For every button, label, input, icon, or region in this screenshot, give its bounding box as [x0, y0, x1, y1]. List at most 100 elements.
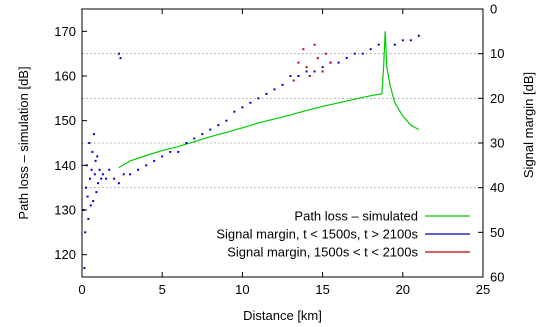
signal-margin-point [89, 177, 91, 180]
y-axis-right-label: Signal margin [dB] [521, 72, 536, 178]
y-right-tick-label: 20 [490, 91, 504, 106]
x-axis-label: Distance [km] [243, 308, 322, 323]
signal-margin-point [84, 231, 87, 234]
x-tick-label: 5 [159, 282, 166, 297]
signal-margin-window-point [313, 43, 316, 46]
signal-margin-point [122, 173, 125, 176]
signal-margin-point [93, 133, 95, 136]
signal-margin-point [96, 155, 99, 158]
signal-margin-point [93, 173, 96, 176]
signal-margin-point [393, 43, 396, 46]
series-line-path-loss [118, 31, 420, 169]
signal-margin-point [98, 168, 101, 171]
y-right-tick-label: 30 [490, 136, 504, 151]
grid-lines [82, 53, 483, 189]
signal-margin-point [361, 52, 364, 55]
signal-margin-window-point [329, 61, 332, 64]
signal-margin-window-point [308, 75, 311, 77]
signal-margin-point [193, 137, 196, 140]
signal-margin-point [86, 195, 89, 198]
y-axis-left-label: Path loss – simulation [dB] [16, 66, 31, 219]
signal-margin-point [113, 177, 116, 180]
signal-margin-point [233, 110, 236, 113]
signal-margin-point [169, 150, 172, 153]
signal-margin-point [117, 52, 120, 55]
signal-margin-point [321, 66, 324, 69]
x-tick-label: 25 [476, 282, 490, 297]
signal-margin-point [369, 48, 372, 51]
signal-margin-point [137, 168, 140, 171]
signal-margin-point [265, 92, 268, 95]
legend: Path loss – simulated Signal margin, t <… [216, 202, 478, 262]
signal-margin-point [281, 83, 284, 86]
signal-margin-point [289, 75, 292, 77]
signal-margin-point [88, 142, 91, 144]
y-left-tick-label: 130 [54, 203, 76, 218]
y-right-tick-label: 10 [490, 46, 504, 61]
signal-margin-point [97, 182, 99, 185]
y-left-tick-label: 140 [54, 158, 76, 173]
signal-margin-point [119, 57, 122, 60]
legend-label-signal-margin-window: Signal margin, 1500s < t < 2100s [227, 245, 418, 260]
signal-margin-point [185, 142, 188, 144]
signal-margin-point [105, 177, 108, 180]
signal-margin-point [177, 150, 180, 153]
signal-margin-point [337, 61, 340, 64]
signal-margin-point [417, 34, 420, 37]
y-right-tick-label: 60 [490, 270, 504, 285]
signal-margin-point [241, 106, 244, 109]
y-right-tick-label: 0 [490, 2, 497, 17]
signal-margin-point [101, 173, 104, 176]
signal-margin-point [249, 101, 252, 104]
x-tick-label: 20 [396, 282, 410, 297]
signal-margin-point [161, 155, 164, 158]
signal-margin-window-point [292, 79, 295, 82]
signal-margin-window-point [316, 57, 319, 60]
x-tick-label: 15 [315, 282, 329, 297]
signal-margin-window-point [324, 52, 327, 55]
signal-margin-point [257, 97, 260, 100]
signal-margin-point [345, 57, 348, 60]
signal-margin-point [313, 70, 316, 73]
signal-margin-point [94, 159, 97, 162]
signal-margin-point [95, 191, 98, 194]
legend-label-path-loss: Path loss – simulated [294, 209, 418, 224]
signal-margin-window-point [321, 70, 324, 73]
legend-label-signal-margin-outside: Signal margin, t < 1500s, t > 2100s [216, 227, 418, 242]
x-tick-label: 0 [78, 282, 85, 297]
signal-margin-window-point [302, 48, 305, 51]
signal-margin-point [129, 173, 132, 176]
signal-margin-point [91, 150, 94, 153]
series-layer [82, 31, 420, 270]
y-left-tick-label: 170 [54, 24, 76, 39]
signal-margin-point [83, 267, 86, 270]
signal-margin-window-point [305, 66, 308, 69]
y-right-tick-label: 50 [490, 225, 504, 240]
signal-margin-point [87, 217, 90, 220]
axis-ticks: 0 5 10 15 20 25 120 130 140 150 160 170 0 10 20 30 40 50 6… [54, 2, 504, 298]
signal-margin-point [201, 133, 204, 136]
signal-margin-point [145, 164, 148, 167]
y-right-tick-label: 40 [490, 180, 504, 195]
signal-margin-point [85, 186, 87, 189]
x-tick-label: 10 [235, 282, 249, 297]
signal-margin-point [217, 124, 220, 127]
signal-margin-point [409, 39, 412, 42]
signal-margin-point [305, 70, 308, 73]
signal-margin-point [100, 177, 103, 180]
signal-margin-point [90, 168, 93, 171]
signal-margin-point [209, 128, 212, 131]
y-left-tick-label: 160 [54, 69, 76, 84]
signal-margin-point [377, 43, 380, 46]
signal-margin-point [92, 200, 95, 203]
signal-margin-point [273, 88, 276, 91]
y-left-tick-label: 120 [54, 247, 76, 262]
signal-margin-point [401, 39, 404, 42]
y-left-tick-label: 150 [54, 113, 76, 128]
signal-margin-point [153, 159, 156, 162]
signal-margin-window-point [297, 61, 300, 64]
signal-margin-point [117, 182, 120, 185]
signal-margin-point [89, 204, 92, 207]
